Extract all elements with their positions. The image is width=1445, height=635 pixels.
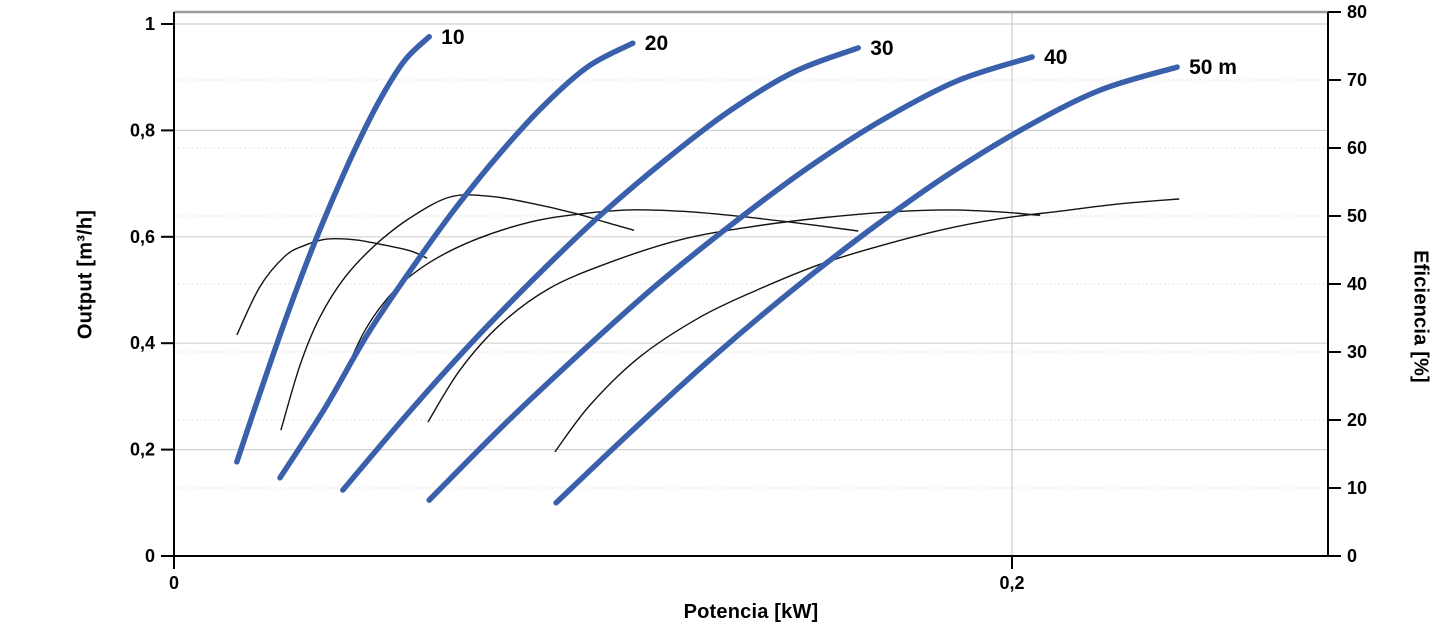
y-right-axis-title: Eficiencia [%] [1409,250,1432,383]
y-left-axis-title: Output [m³/h] [74,209,97,340]
left-tick-label: 0,4 [130,333,155,353]
pump-curve-20 [277,40,636,481]
curve-label-20: 20 [645,32,668,55]
right-tick-label: 50 [1347,206,1367,226]
left-tick-label: 0,8 [130,120,155,140]
left-tick-label: 0 [145,546,155,566]
x-axis-title: Potencia [kW] [683,601,819,623]
curve-label-30: 30 [870,37,893,60]
right-tick-label: 20 [1347,410,1367,430]
left-tick-label: 0,6 [130,227,155,247]
pump-curve-10 [234,34,432,465]
curve-label-50: 50 m [1189,56,1237,79]
x-tick-label: 0,2 [999,573,1024,593]
left-tick-label: 0,2 [130,440,155,460]
right-tick-label: 70 [1347,70,1367,90]
right-tick-label: 30 [1347,342,1367,362]
pump-curve-30 [340,45,861,493]
efficiency-curve-50 [554,198,1180,453]
efficiency-curve-30 [340,209,859,383]
right-tick-label: 40 [1347,274,1367,294]
left-tick-label: 1 [145,14,155,34]
efficiency-curve-40 [427,209,1041,423]
right-tick-label: 80 [1347,2,1367,22]
right-tick-label: 10 [1347,478,1367,498]
right-tick-label: 0 [1347,546,1357,566]
curve-label-10: 10 [441,26,464,49]
curve-label-40: 40 [1044,46,1067,69]
efficiency-curve-10 [236,237,428,336]
right-tick-label: 60 [1347,138,1367,158]
pump-curve-40 [426,54,1035,503]
pump-curve-50 [553,64,1180,506]
x-tick-label: 0 [169,573,179,593]
